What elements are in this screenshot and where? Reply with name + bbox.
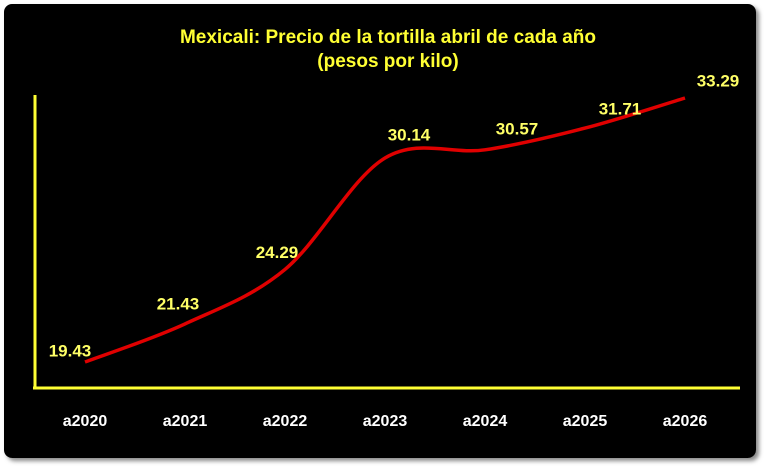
data-label: 30.14 [388,125,431,144]
data-label: 21.43 [157,294,200,313]
x-tick-label: a2023 [363,413,408,430]
chart-subtitle: (pesos por kilo) [317,51,458,72]
data-label: 31.71 [599,100,642,119]
x-tick-label: a2022 [263,413,308,430]
data-label: 24.29 [256,243,299,262]
chart-title: Mexicali: Precio de la tortilla abril de… [180,27,596,48]
data-label: 33.29 [697,71,740,90]
x-tick-label: a2026 [663,413,708,430]
line [84,96,686,364]
x-tick-label: a2020 [63,413,108,430]
chart-background [4,4,756,458]
data-label: 30.57 [496,119,539,138]
x-tick-label: a2024 [463,413,508,430]
x-tick-label: a2021 [163,413,208,430]
data-label: 19.43 [49,341,92,360]
x-tick-label: a2025 [563,413,608,430]
